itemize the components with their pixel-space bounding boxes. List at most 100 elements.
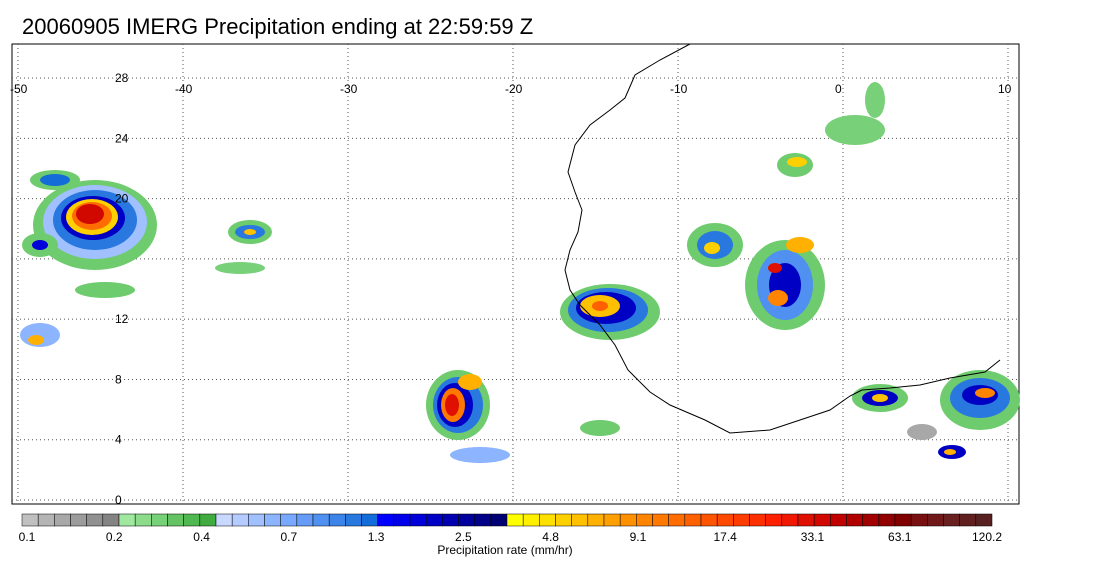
colorbar-swatch — [312, 513, 330, 527]
colorbar-swatch — [296, 513, 314, 527]
colorbar-tick-label: 17.4 — [713, 530, 737, 544]
colorbar-tick-label: 1.3 — [367, 530, 385, 544]
longitude-labels: -50 -40 -30 -20 -10 0 10 — [10, 82, 1012, 96]
colorbar-swatch — [862, 513, 880, 527]
colorbar-tick-label: 2.5 — [455, 530, 472, 544]
colorbar-tick-label: 120.2 — [971, 530, 1003, 544]
lon-tick-label: -10 — [670, 82, 688, 96]
colorbar-swatch — [733, 513, 750, 527]
colorbar-swatch — [167, 513, 184, 527]
lon-tick-label: 0 — [835, 82, 842, 96]
map-title: 20060905 IMERG Precipitation ending at 2… — [22, 14, 534, 39]
colorbar-tick-label: 63.1 — [888, 530, 912, 544]
colorbar-swatch — [409, 513, 427, 527]
lon-tick-label: -40 — [175, 82, 193, 96]
colorbar-swatch — [248, 513, 265, 527]
colorbar-swatch — [183, 513, 201, 527]
colorbar-swatch — [749, 513, 766, 527]
colorbar-swatch — [684, 513, 702, 527]
precip-cell-coast — [560, 284, 660, 436]
colorbar-swatch — [328, 513, 346, 527]
lat-tick-label: 12 — [115, 312, 129, 326]
colorbar-swatch — [506, 513, 524, 527]
colorbar-swatch — [603, 513, 621, 527]
colorbar-swatch — [231, 513, 249, 527]
colorbar-swatch — [959, 513, 977, 527]
colorbar-tick-label: 4.8 — [542, 530, 559, 544]
lat-tick-label: 28 — [115, 71, 129, 85]
map-frame — [11, 43, 1020, 505]
lat-tick-label: 0 — [115, 493, 122, 507]
colorbar-swatch — [619, 513, 637, 527]
colorbar-tick-label: 0.7 — [280, 530, 298, 544]
lon-tick-label: 10 — [998, 82, 1012, 96]
colorbar-swatch — [377, 513, 395, 527]
colorbar-swatch — [102, 513, 120, 527]
latitude-labels: 28 24 20 12 8 4 0 — [115, 71, 129, 507]
lon-tick-label: -20 — [505, 82, 523, 96]
colorbar-swatch — [555, 513, 572, 527]
gulf-coastline — [861, 359, 1001, 391]
colorbar-swatch — [652, 513, 669, 527]
colorbar-swatch — [490, 513, 508, 527]
lat-tick-label: 20 — [115, 192, 129, 206]
colorbar-swatch — [474, 513, 492, 527]
colorbar-swatch — [458, 513, 475, 527]
colorbar-swatch — [943, 513, 960, 527]
colorbar-swatch — [797, 513, 815, 527]
colorbar-swatch — [765, 513, 783, 527]
precip-cell-northwest — [20, 170, 157, 347]
colorbar-swatch — [345, 513, 362, 527]
colorbar-swatch — [700, 513, 718, 527]
colorbar-swatch — [878, 513, 896, 527]
colorbar-swatch — [894, 513, 912, 527]
colorbar-swatch — [215, 513, 233, 527]
colorbar-swatch — [539, 513, 556, 527]
lat-tick-label: 24 — [115, 131, 129, 145]
colorbar-swatch — [280, 513, 298, 527]
colorbar-tick-label: 33.1 — [800, 530, 825, 544]
lon-tick-label: -50 — [10, 82, 28, 96]
colorbar-swatch — [522, 513, 540, 527]
precip-cell-west-central — [215, 220, 272, 274]
colorbar-swatch — [264, 513, 281, 527]
colorbar-title: Precipitation rate (mm/hr) — [437, 543, 573, 557]
precip-cell-atlantic-south — [426, 370, 510, 463]
colorbar-swatch — [927, 513, 944, 527]
colorbar-swatch — [910, 513, 928, 527]
lat-tick-label: 8 — [115, 372, 122, 386]
colorbar-tick-label: 9.1 — [629, 530, 647, 544]
colorbar-swatch — [134, 513, 152, 527]
colorbar-swatch — [37, 513, 55, 527]
lon-tick-label: -30 — [340, 82, 358, 96]
africa-coastline — [564, 43, 863, 434]
precip-cell-east — [852, 370, 1020, 459]
colorbar-swatch — [118, 513, 136, 527]
colorbar-swatch — [716, 513, 734, 527]
colorbar-swatch — [830, 513, 847, 527]
colorbar-swatch — [86, 513, 104, 527]
colorbar-swatch — [813, 513, 831, 527]
colorbar-tick-label: 0.2 — [105, 530, 123, 544]
colorbar-swatch — [199, 513, 217, 527]
colorbar-swatch — [21, 513, 39, 527]
colorbar-swatch — [54, 513, 71, 527]
colorbar-swatch — [361, 513, 378, 527]
colorbar-swatch — [668, 513, 686, 527]
colorbar-swatch — [425, 513, 443, 527]
colorbar-swatch — [571, 513, 589, 527]
colorbar-swatch — [442, 513, 459, 527]
colorbar-swatch — [975, 513, 993, 527]
colorbar-swatch — [636, 513, 653, 527]
colorbar-tick-label: 0.1 — [18, 530, 36, 544]
colorbar-swatch — [70, 513, 87, 527]
lat-tick-label: 4 — [115, 433, 122, 447]
colorbar-swatch — [587, 513, 605, 527]
colorbar-swatch — [781, 513, 799, 527]
colorbar-tick-label: 0.4 — [193, 530, 210, 544]
precip-cell-inland — [687, 82, 885, 330]
colorbar-swatch — [151, 513, 168, 527]
colorbar-swatch — [393, 513, 411, 527]
colorbar — [21, 513, 993, 527]
